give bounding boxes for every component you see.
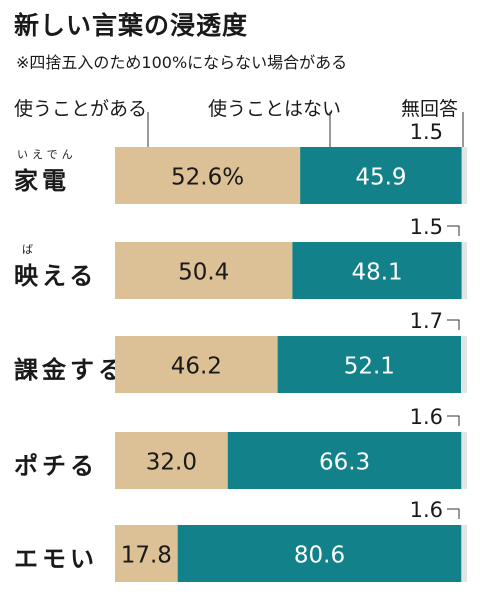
value-label-use-2: 46.2 — [171, 354, 222, 380]
category-label-0: 家電 — [14, 166, 70, 195]
no-answer-leader-4 — [447, 508, 460, 519]
category-ruby-1: ば — [22, 242, 33, 256]
bar-0-2 — [461, 147, 467, 204]
chart-title: 新しい言葉の浸透度 — [14, 11, 249, 40]
legend-no-answer: 無回答 — [401, 98, 459, 120]
bar-1-2 — [461, 242, 467, 299]
bar-3-0 — [115, 432, 228, 489]
value-label-not-use-3: 66.3 — [319, 450, 370, 476]
chart-note: ※四捨五入のため100%にならない場合がある — [16, 53, 348, 72]
value-label-not-use-0: 45.9 — [355, 165, 406, 191]
bar-4-0 — [115, 525, 178, 582]
bar-3-1 — [227, 432, 462, 489]
value-label-no-answer-1: 1.5 — [410, 215, 443, 239]
value-label-use-0: 52.6% — [171, 165, 244, 191]
value-label-no-answer-2: 1.7 — [410, 309, 443, 333]
no-answer-leader-3 — [447, 415, 460, 426]
bar-1-1 — [292, 242, 462, 299]
bar-4-2 — [461, 525, 467, 582]
category-label-2: 課金する — [14, 355, 126, 384]
bar-4-1 — [177, 525, 462, 582]
bar-0-1 — [300, 147, 462, 204]
category-label-3: ポチる — [14, 451, 98, 480]
bar-1-0 — [115, 242, 293, 299]
bar-2-1 — [277, 336, 462, 393]
value-label-not-use-2: 52.1 — [344, 354, 395, 380]
value-label-use-4: 17.8 — [121, 543, 172, 569]
value-label-use-1: 50.4 — [178, 260, 229, 286]
bar-2-0 — [115, 336, 278, 393]
value-label-not-use-4: 80.6 — [294, 543, 345, 569]
category-label-4: エモい — [14, 544, 98, 573]
category-label-1: 映える — [14, 261, 98, 290]
value-label-no-answer-0: 1.5 — [410, 120, 443, 144]
value-label-no-answer-3: 1.6 — [410, 405, 443, 429]
value-label-no-answer-4: 1.6 — [410, 498, 443, 522]
legend-not-use: 使うことはない — [208, 98, 342, 120]
category-ruby-0: いえでん — [17, 147, 77, 161]
bar-0-0 — [115, 147, 301, 204]
value-label-use-3: 32.0 — [146, 450, 197, 476]
no-answer-leader-2 — [447, 319, 460, 330]
no-answer-leader-1 — [447, 225, 460, 236]
bar-2-2 — [461, 336, 467, 393]
value-label-not-use-1: 48.1 — [351, 260, 402, 286]
bar-3-2 — [461, 432, 467, 489]
legend-use: 使うことがある — [14, 98, 148, 120]
